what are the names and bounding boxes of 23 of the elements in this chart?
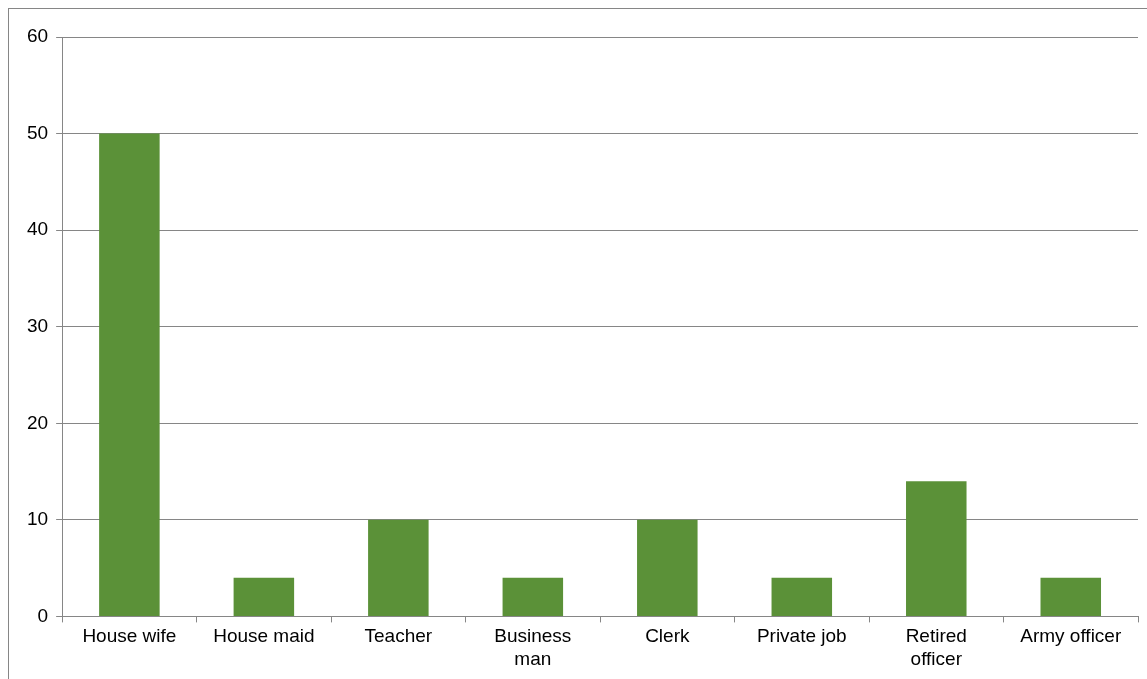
bar bbox=[906, 481, 967, 616]
x-tick-label: Private job bbox=[756, 625, 847, 647]
y-tick-label: 40 bbox=[26, 218, 49, 240]
y-tick-label: 20 bbox=[26, 411, 49, 433]
bar bbox=[637, 519, 698, 616]
y-tick-label: 60 bbox=[26, 25, 49, 47]
bar bbox=[99, 133, 160, 616]
x-tick-label: Teacher bbox=[364, 625, 433, 647]
y-tick-label: 10 bbox=[26, 508, 49, 530]
bar bbox=[368, 519, 429, 616]
x-tick-label: Retired officer bbox=[905, 625, 967, 669]
x-tick-label: House wife bbox=[82, 625, 177, 647]
x-tick-label: Army officer bbox=[1020, 625, 1122, 647]
bar bbox=[233, 577, 295, 616]
y-tick-label: 50 bbox=[26, 121, 49, 143]
x-tick-label: Business man bbox=[494, 625, 572, 669]
y-tick-label: 30 bbox=[26, 314, 49, 336]
x-tick-label: House maid bbox=[213, 625, 315, 647]
bar bbox=[771, 577, 833, 616]
y-tick-label: 0 bbox=[37, 604, 49, 626]
x-tick-label: Clerk bbox=[645, 625, 690, 647]
bar bbox=[1040, 577, 1102, 616]
bar bbox=[502, 577, 564, 616]
